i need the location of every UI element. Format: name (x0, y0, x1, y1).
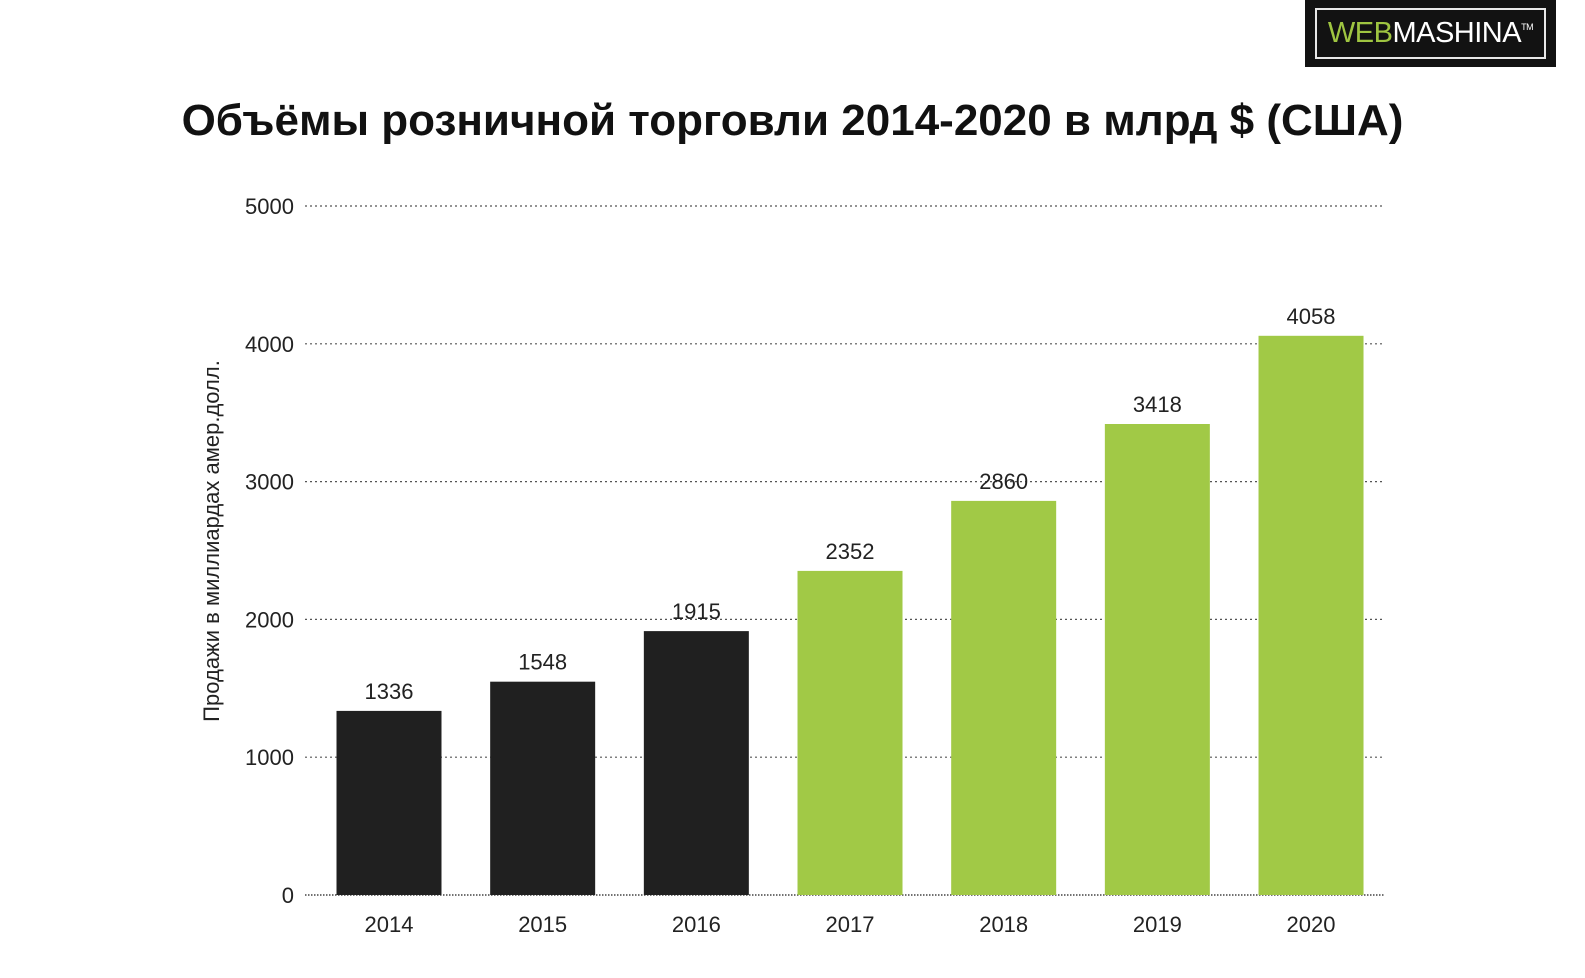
x-tick-label-2020: 2020 (1287, 912, 1336, 937)
logo-text-web: WEB (1327, 17, 1393, 49)
bar-2020 (1258, 335, 1364, 895)
bar-2018 (951, 500, 1057, 895)
value-label-2017: 2352 (826, 539, 875, 564)
value-label-2015: 1548 (518, 650, 567, 675)
bar-2015 (490, 681, 596, 895)
value-labels: 1336 1548 1915 2352 2860 3418 4058 (365, 304, 1336, 704)
chart-title: Объёмы розничной торговли 2014-2020 в мл… (181, 96, 1404, 145)
x-tick-label-2014: 2014 (365, 912, 414, 937)
x-tick-label-2019: 2019 (1133, 912, 1182, 937)
x-tick-label-2017: 2017 (826, 912, 875, 937)
y-tick-label-5000: 5000 (245, 194, 294, 219)
bar-2017 (797, 570, 903, 895)
y-tick-label-2000: 2000 (245, 607, 294, 632)
x-tick-label-2018: 2018 (979, 912, 1028, 937)
y-tick-label-4000: 4000 (245, 332, 294, 357)
value-label-2020: 4058 (1287, 304, 1336, 329)
value-label-2016: 1915 (672, 599, 721, 624)
value-label-2014: 1336 (365, 679, 414, 704)
y-axis-ticks: 0 1000 2000 3000 4000 5000 (245, 194, 294, 908)
y-tick-label-3000: 3000 (245, 470, 294, 495)
value-label-2019: 3418 (1133, 392, 1182, 417)
bar-2019 (1104, 423, 1210, 895)
value-label-2018: 2860 (979, 469, 1028, 494)
bar-2016 (643, 631, 749, 895)
brand-logo: WEB MASHINA TM (1305, 0, 1556, 67)
bar-2014 (336, 710, 442, 895)
bars (336, 335, 1364, 895)
x-tick-label-2016: 2016 (672, 912, 721, 937)
y-tick-label-1000: 1000 (245, 745, 294, 770)
x-axis-ticks: 2014 2015 2016 2017 2018 2019 2020 (365, 912, 1336, 937)
logo-text-mashina: MASHINA (1392, 17, 1522, 49)
y-tick-label-0: 0 (282, 883, 294, 908)
x-tick-label-2015: 2015 (518, 912, 567, 937)
y-axis-label: Продажи в миллиардах амер.долл. (199, 360, 224, 722)
logo-trademark: TM (1521, 21, 1534, 32)
brand-logo-frame: WEB MASHINA TM (1315, 8, 1546, 59)
